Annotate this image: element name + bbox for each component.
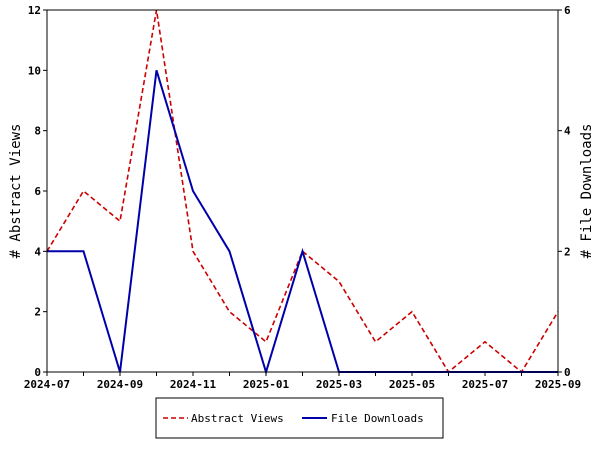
left-y-tick-label: 12 [28, 4, 41, 17]
left-y-tick-label: 0 [34, 366, 41, 379]
series-line-abstract-views [46, 9, 559, 374]
right-y-tick-label: 2 [564, 245, 571, 258]
x-tick-label: 2025-03 [316, 378, 362, 391]
legend-label-file-downloads: File Downloads [331, 412, 424, 425]
x-tick-label: 2025-09 [535, 378, 581, 391]
x-tick-label: 2024-11 [170, 378, 217, 391]
plot-frame [46, 9, 559, 373]
left-y-tick-label: 10 [28, 64, 41, 77]
x-tick-label: 2024-07 [24, 378, 70, 391]
x-tick-label: 2025-01 [243, 378, 290, 391]
x-tick-label: 2025-07 [462, 378, 508, 391]
left-y-tick-label: 4 [34, 245, 41, 258]
x-tick-label: 2025-05 [389, 378, 435, 391]
left-axis-title: # Abstract Views [8, 124, 24, 259]
legend-box [155, 397, 444, 439]
right-y-tick-label: 0 [564, 366, 571, 379]
legend-label-abstract-views: Abstract Views [191, 412, 284, 425]
legend: Abstract Views File Downloads [155, 397, 444, 439]
right-y-tick-label: 4 [564, 125, 571, 138]
left-y-tick-label: 8 [34, 125, 41, 138]
right-y-tick-label: 6 [564, 4, 571, 17]
x-tick-label: 2024-09 [97, 378, 143, 391]
left-y-tick-label: 6 [34, 185, 41, 198]
left-y-tick-label: 2 [34, 306, 41, 319]
right-axis-title: # File Downloads [579, 124, 595, 259]
series-line-file-downloads [47, 70, 558, 376]
